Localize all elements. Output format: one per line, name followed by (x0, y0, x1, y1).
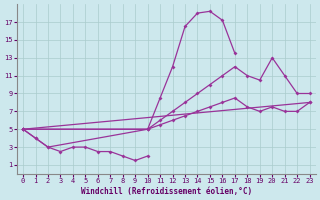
X-axis label: Windchill (Refroidissement éolien,°C): Windchill (Refroidissement éolien,°C) (81, 187, 252, 196)
